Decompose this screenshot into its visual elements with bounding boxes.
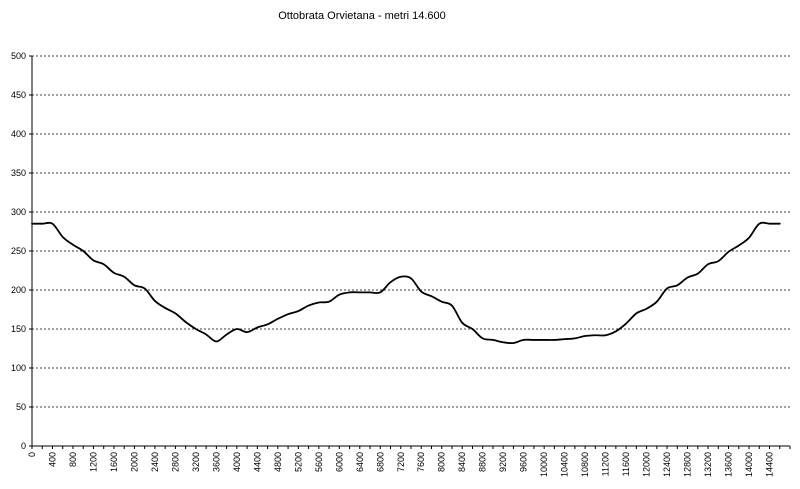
x-tick-label: 6400 <box>355 452 365 472</box>
x-tick-label: 4000 <box>232 452 242 472</box>
x-tick-label: 8400 <box>457 452 467 472</box>
x-tick-label: 4800 <box>273 452 283 472</box>
x-tick-label: 10400 <box>560 452 570 477</box>
y-tick-label: 50 <box>16 402 26 412</box>
x-tick-label: 14000 <box>744 452 754 477</box>
series <box>31 221 781 345</box>
y-tick-label: 300 <box>11 207 26 217</box>
y-tick-label: 0 <box>21 441 26 451</box>
y-tick-labels: 0 50 100 150 200 250 300 350 400 450 500 <box>11 51 26 451</box>
y-tick-label: 250 <box>11 246 26 256</box>
x-tick-label: 7200 <box>396 452 406 472</box>
x-tick-label: 5200 <box>293 452 303 472</box>
axes <box>29 55 791 449</box>
x-tick-label: 3600 <box>211 452 221 472</box>
x-tick-label: 2000 <box>129 452 139 472</box>
x-tick-label: 800 <box>68 452 78 467</box>
x-tick-label: 5600 <box>314 452 324 472</box>
y-tick-label: 350 <box>11 168 26 178</box>
x-tick-label: 13200 <box>703 452 713 477</box>
x-tick-label: 11600 <box>621 452 631 476</box>
x-tick-label: 7600 <box>416 452 426 472</box>
x-tick-label: 2800 <box>170 452 180 472</box>
x-tick-label: 11200 <box>601 452 611 476</box>
y-tick-label: 150 <box>11 324 26 334</box>
x-tick-label: 10000 <box>539 452 549 477</box>
x-tick-label: 4400 <box>252 452 262 472</box>
x-tick-label: 8000 <box>437 452 447 472</box>
grid-lines <box>32 55 790 408</box>
x-tick-label: 12000 <box>642 452 652 477</box>
y-tick-label: 400 <box>11 129 26 139</box>
elevation-series-line <box>31 221 781 345</box>
x-tick-label: 1600 <box>109 452 119 472</box>
x-tick-label: 6800 <box>375 452 385 472</box>
y-tick-label: 200 <box>11 285 26 295</box>
x-tick-label: 0 <box>27 452 37 457</box>
y-tick-label: 450 <box>11 90 26 100</box>
x-tick-label: 8800 <box>478 452 488 472</box>
x-tick-label: 10800 <box>580 452 590 477</box>
x-tick-labels: 0 400 800 1200 1600 2000 2400 2800 3200 3600 4000 4… <box>27 452 775 477</box>
x-tick-label: 1200 <box>88 452 98 472</box>
y-tick-label: 100 <box>11 363 26 373</box>
x-tick-label: 400 <box>47 452 57 467</box>
x-tick-label: 2400 <box>150 452 160 472</box>
x-tick-label: 9200 <box>498 452 508 472</box>
chart-title: Ottobrata Orvietana - metri 14.600 <box>278 10 446 22</box>
x-tick-label: 12400 <box>662 452 672 477</box>
y-tick-label: 500 <box>11 51 26 61</box>
x-tick-label: 12800 <box>683 452 693 477</box>
x-tick-label: 13600 <box>724 452 734 477</box>
x-tick-label: 9600 <box>519 452 529 472</box>
x-tick-label: 3200 <box>191 452 201 472</box>
x-tick-label: 14400 <box>765 452 775 477</box>
x-tick-label: 6000 <box>334 452 344 472</box>
